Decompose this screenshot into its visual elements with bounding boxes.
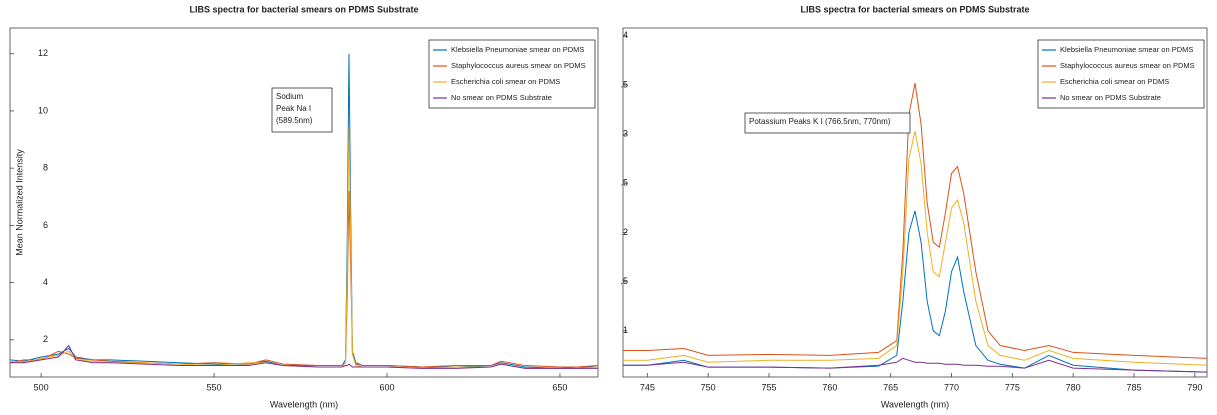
y-tick-label: 1 (623, 325, 628, 335)
legend-label: Staphylococcus aureus smear on PDMS (1060, 61, 1195, 70)
y-tick-label: .5 (620, 276, 628, 286)
x-tick-label: 600 (379, 382, 394, 392)
x-tick-label: 780 (1066, 382, 1081, 392)
legend-label: No smear on PDMS Substrate (451, 93, 552, 102)
subplot: LIBS spectra for bacterial smears on PDM… (9, 4, 599, 409)
annotation: (589.5nm) (276, 116, 313, 125)
annotation: Potassium Peaks K I (766.5nm, 770nm) (749, 117, 891, 126)
series-line (623, 131, 1208, 366)
x-tick-label: 790 (1187, 382, 1202, 392)
y-tick-label: 4 (43, 277, 48, 287)
x-tick-label: 650 (552, 382, 567, 392)
y-tick-label: .5 (620, 79, 628, 89)
subplot: LIBS spectra for bacterial smears on PDM… (620, 4, 1208, 409)
legend-label: Klebsiella Pneumoniae smear on PDMS (1060, 45, 1193, 54)
x-tick-label: 745 (640, 382, 655, 392)
y-tick-label: 4 (623, 30, 628, 40)
y-tick-label: 6 (43, 220, 48, 230)
series-line (623, 357, 1208, 373)
x-axis-label: Wavelength (nm) (881, 399, 949, 409)
x-tick-label: 775 (1005, 382, 1020, 392)
y-tick-label: 2 (43, 334, 48, 344)
x-tick-label: 500 (34, 382, 49, 392)
annotation-box (744, 112, 911, 134)
y-axis-label: Mean Normalized Intensity (14, 149, 24, 256)
series-line (623, 82, 1208, 359)
y-tick-label: 10 (38, 105, 48, 115)
x-tick-label: 750 (701, 382, 716, 392)
x-tick-label: 765 (883, 382, 898, 392)
x-tick-label: 785 (1126, 382, 1141, 392)
chart-title: LIBS spectra for bacterial smears on PDM… (189, 4, 418, 14)
annotation: Peak Na I (276, 104, 311, 113)
legend-label: No smear on PDMS Substrate (1060, 93, 1161, 102)
legend-label: Staphylococcus aureus smear on PDMS (451, 61, 586, 70)
legend-label: Escherichia coli smear on PDMS (1060, 77, 1169, 86)
y-tick-label: 3 (623, 129, 628, 139)
x-tick-label: 770 (944, 382, 959, 392)
x-tick-label: 760 (822, 382, 837, 392)
x-tick-label: 550 (207, 382, 222, 392)
series-line (10, 344, 598, 369)
legend-box (1037, 39, 1205, 109)
chart-title: LIBS spectra for bacterial smears on PDM… (800, 4, 1029, 14)
x-axis-label: Wavelength (nm) (270, 399, 338, 409)
legend-box (428, 39, 596, 109)
annotation-box (271, 87, 333, 133)
y-tick-label: 8 (43, 163, 48, 173)
legend-label: Escherichia coli smear on PDMS (451, 77, 560, 86)
y-tick-label: 12 (38, 48, 48, 58)
legend-label: Klebsiella Pneumoniae smear on PDMS (451, 45, 584, 54)
y-tick-label: 2 (623, 227, 628, 237)
y-tick-label: .5 (620, 178, 628, 188)
annotation: Sodium (276, 92, 303, 101)
x-tick-label: 755 (761, 382, 776, 392)
series-line (9, 191, 599, 368)
